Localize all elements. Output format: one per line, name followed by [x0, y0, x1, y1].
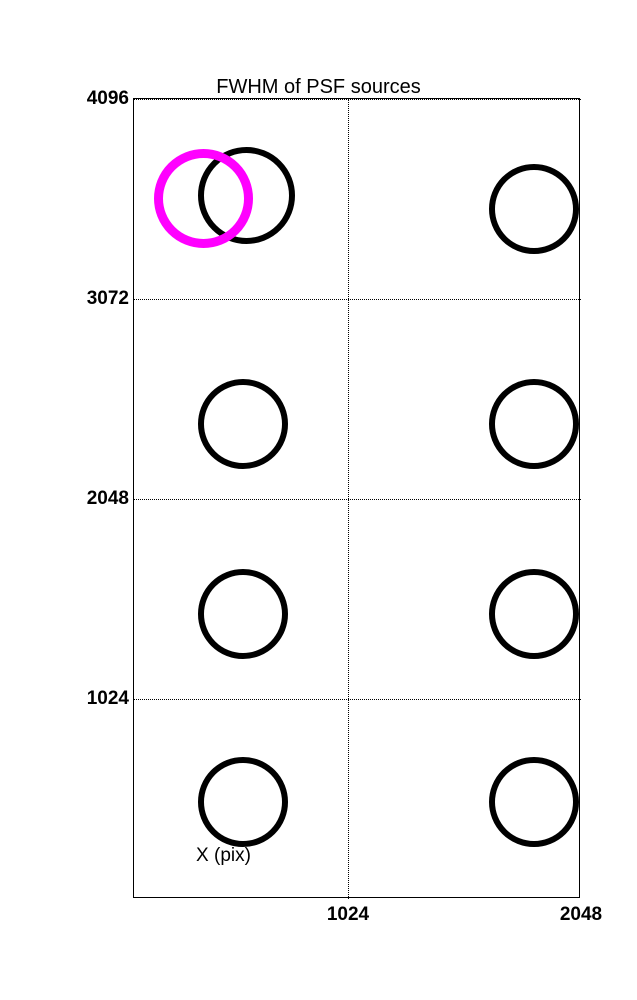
gridline-y-3072: [134, 299, 581, 300]
ytick-4096[interactable]: 4096: [87, 88, 129, 110]
psf-source-circle[interactable]: [489, 164, 579, 254]
ytick-1024[interactable]: 1024: [87, 688, 129, 710]
gridline-y-1024: [134, 699, 581, 700]
psf-source-circle[interactable]: [489, 379, 579, 469]
ytick-3072[interactable]: 3072: [87, 288, 129, 310]
psf-source-circle[interactable]: [198, 757, 288, 847]
gridline-y-2048: [134, 499, 581, 500]
psf-source-circle[interactable]: [198, 379, 288, 469]
psf-source-circle-highlighted[interactable]: [154, 149, 253, 248]
x-axis-label: X (pix): [0, 845, 447, 867]
xtick-1024[interactable]: 1024: [327, 904, 369, 926]
plot-area: 4096 3072 2048 1024 1024 2048: [133, 98, 580, 898]
psf-source-circle[interactable]: [198, 569, 288, 659]
chart-figure: FWHM of PSF sources 4096 3072 2048 1024 …: [0, 0, 637, 1000]
gridline-y-4096: [134, 99, 581, 100]
psf-source-circle[interactable]: [489, 569, 579, 659]
psf-source-circle[interactable]: [489, 757, 579, 847]
xtick-2048[interactable]: 2048: [560, 904, 602, 926]
ytick-2048[interactable]: 2048: [87, 488, 129, 510]
gridline-x-1024: [348, 99, 349, 899]
